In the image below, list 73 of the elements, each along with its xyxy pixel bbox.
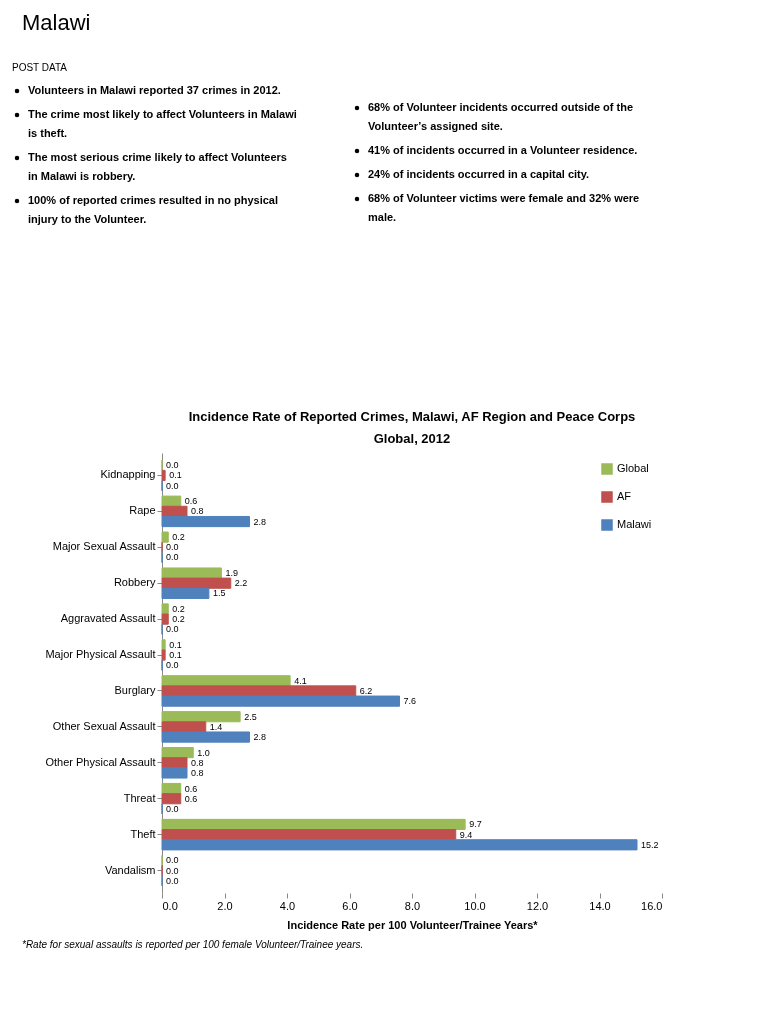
text: *Rate for sexual assaults is reported per 100 female Volunteer/Trainee years.: [22, 939, 364, 950]
data-label: 7.6: [403, 696, 417, 707]
data-label: 2.2: [234, 578, 248, 589]
data-label: 0.2: [172, 614, 185, 625]
data-label: 15.2: [641, 839, 659, 850]
y-tick-label: Kidnapping: [100, 468, 156, 481]
text: 100% of reported crimes resulted in no physical injury to the Volunteer.: [28, 194, 279, 225]
y-tick-label: Other Physical Assault: [45, 755, 156, 768]
y-tick-label: Major Sexual Assault: [52, 540, 156, 553]
text: 68% of Volunteer incidents occurred outside of the Volunteer’s assigned site.: [368, 101, 634, 132]
data-label: 9.4: [459, 829, 473, 840]
x-axis-title: Incidence Rate per 100 Volunteer/Trainee Years*: [287, 918, 539, 931]
data-label: 0.0: [166, 552, 179, 563]
text: POST DATA: [12, 62, 68, 73]
data-label: 0.1: [169, 470, 182, 481]
data-label: 0.1: [169, 650, 182, 661]
text: 68% of Volunteer victims were female and 32% were male.: [368, 192, 640, 223]
x-tick-label: 14.0: [589, 899, 611, 912]
data-label: 0.0: [166, 542, 179, 553]
data-label: 9.7: [469, 819, 482, 830]
data-label: 2.5: [244, 711, 257, 722]
text: 24% of incidents occurred in a capital city.: [368, 168, 590, 180]
data-label: 1.0: [197, 747, 210, 758]
data-label: 0.0: [166, 803, 179, 814]
data-label: 2.8: [253, 516, 267, 527]
text: The crime most likely to affect Volunteers in Malawi is theft.: [28, 108, 297, 139]
legend-label: AF: [617, 490, 632, 502]
data-label: 0.8: [191, 767, 204, 778]
y-tick-label: Rape: [129, 504, 156, 517]
data-label: 0.0: [166, 460, 179, 471]
text: 41% of incidents occurred in a Volunteer residence.: [368, 144, 638, 156]
y-tick-label: Robbery: [113, 576, 156, 589]
data-label: 0.0: [166, 480, 179, 491]
data-label: 0.0: [166, 660, 179, 671]
y-tick-label: Theft: [130, 827, 156, 840]
data-label: 0.6: [184, 793, 198, 804]
data-label: 2.8: [253, 732, 267, 743]
x-tick-label: 4.0: [279, 899, 296, 912]
x-tick-label: 12.0: [526, 899, 549, 912]
x-tick-label: 10.0: [464, 899, 486, 912]
x-tick-label: 16.0: [641, 899, 663, 912]
y-tick-label: Other Sexual Assault: [52, 719, 156, 732]
text: Malawi: [22, 10, 91, 35]
x-tick-label: 8.0: [404, 899, 421, 912]
legend-label: Malawi: [617, 518, 652, 530]
data-label: 0.8: [191, 757, 204, 768]
data-label: 1.4: [209, 721, 223, 732]
data-label: 0.0: [166, 865, 179, 876]
x-tick-label: 2.0: [217, 899, 233, 912]
y-tick-label: Aggravated Assault: [60, 612, 156, 625]
data-label: 0.1: [169, 639, 182, 650]
data-label: 0.2: [172, 603, 185, 614]
data-label: 0.2: [172, 532, 185, 543]
x-tick-label: 0.0: [162, 899, 178, 912]
y-tick-label: Threat: [123, 791, 156, 804]
y-tick-label: Vandalism: [104, 863, 156, 876]
data-label: 1.9: [225, 568, 238, 579]
data-label: 0.6: [184, 783, 198, 794]
data-label: 0.8: [191, 506, 204, 517]
data-label: 4.1: [294, 675, 307, 686]
data-label: 0.6: [184, 496, 198, 507]
chart-title: Incidence Rate of Reported Crimes, Malawi, AF Region and Peace Corps Global, 2012: [188, 409, 636, 447]
y-tick-label: Burglary: [114, 683, 156, 696]
data-label: 0.0: [166, 624, 179, 635]
data-label: 6.2: [359, 685, 373, 696]
y-tick-label: Major Physical Assault: [45, 648, 156, 661]
text: Volunteers in Malawi reported 37 crimes in 2012.: [28, 84, 281, 96]
data-label: 0.0: [166, 875, 179, 886]
text: The most serious crime likely to affect Volunteers in Malawi is robbery.: [28, 151, 287, 182]
legend-label: Global: [617, 462, 649, 474]
data-label: 1.5: [212, 588, 226, 599]
data-label: 0.0: [166, 855, 179, 866]
x-tick-label: 6.0: [342, 899, 358, 912]
